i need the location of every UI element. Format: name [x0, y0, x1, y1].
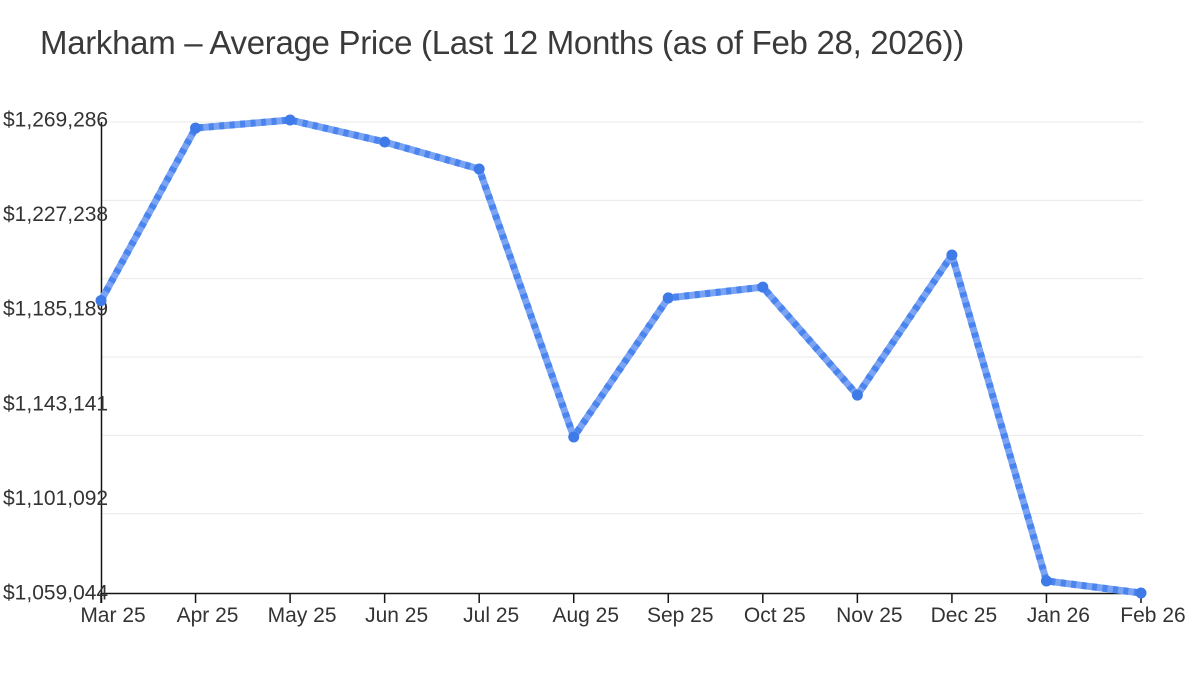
- data-point: [284, 114, 296, 126]
- x-tick-label: Oct 25: [744, 604, 806, 627]
- y-tick-label: $1,185,189: [3, 298, 108, 321]
- x-tick-label: Dec 25: [931, 604, 998, 627]
- data-point: [568, 431, 580, 443]
- chart-title: Markham – Average Price (Last 12 Months …: [40, 24, 964, 61]
- y-tick-label: $1,059,044: [3, 582, 108, 605]
- data-point: [1040, 575, 1052, 587]
- x-tick-label: Jun 25: [365, 604, 428, 627]
- x-tick-label: Jan 26: [1027, 604, 1090, 627]
- data-point: [662, 292, 674, 304]
- x-tick-label: Apr 25: [177, 604, 239, 627]
- data-point: [379, 136, 391, 148]
- x-tick-label: Mar 25: [80, 604, 145, 627]
- y-tick-label: $1,101,092: [3, 487, 108, 510]
- y-tick-label: $1,269,286: [3, 109, 108, 132]
- y-tick-label: $1,143,141: [3, 392, 108, 415]
- data-point: [190, 122, 202, 134]
- x-tick-label: Nov 25: [836, 604, 903, 627]
- data-point: [851, 389, 863, 401]
- x-tick-label: Sep 25: [647, 604, 714, 627]
- y-tick-label: $1,227,238: [3, 203, 108, 226]
- data-point: [946, 249, 958, 261]
- x-tick-label: Aug 25: [552, 604, 619, 627]
- data-point: [473, 163, 485, 175]
- price-line-stripe-overlay: [97, 116, 1142, 597]
- x-tick-label: Feb 26: [1120, 604, 1185, 627]
- x-tick-label: May 25: [268, 604, 337, 627]
- data-point: [95, 295, 107, 307]
- x-tick-label: Jul 25: [463, 604, 519, 627]
- data-point: [1135, 587, 1147, 599]
- data-point: [757, 281, 769, 293]
